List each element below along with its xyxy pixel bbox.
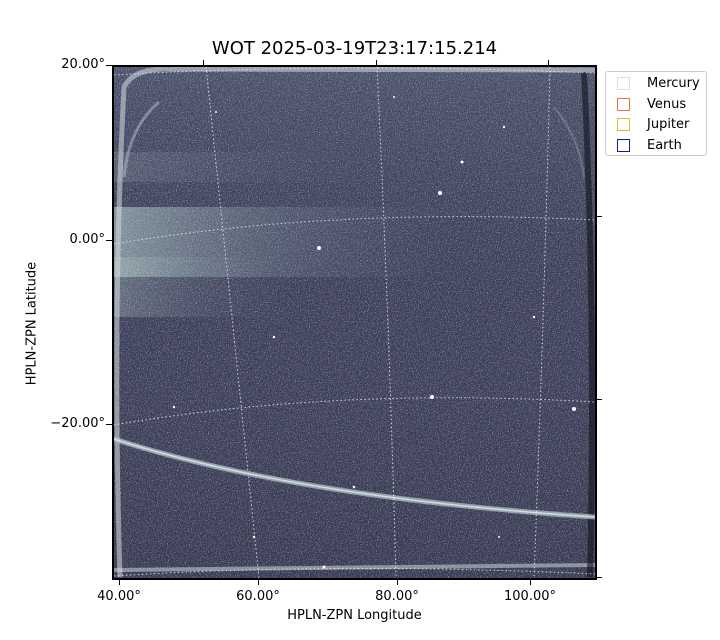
y-tick-mark	[106, 424, 112, 425]
x-tick-mark	[119, 580, 120, 585]
legend-item-venus: Venus	[617, 95, 686, 113]
legend-label-venus: Venus	[647, 96, 687, 112]
y-tick-mark	[106, 65, 112, 66]
legend-swatch-jupiter	[617, 117, 630, 131]
y-tick-mark-right	[597, 216, 602, 217]
y-axis-title: HPLN-ZPN Latitude	[24, 261, 40, 386]
x-tick-label-100: 100.00°	[504, 589, 556, 604]
legend-label-jupiter: Jupiter	[647, 116, 690, 132]
y-tick-mark-right	[597, 577, 602, 578]
x-tick-label-60: 60.00°	[236, 589, 280, 604]
x-tick-mark-top	[548, 60, 549, 65]
legend-item-jupiter: Jupiter	[617, 115, 689, 133]
legend-label-earth: Earth	[647, 137, 682, 153]
legend-swatch-earth	[617, 138, 630, 152]
legend-label-mercury: Mercury	[647, 75, 700, 91]
y-tick-mark	[106, 240, 112, 241]
solar-image-plot[interactable]	[112, 65, 597, 580]
x-tick-mark-top	[376, 60, 377, 65]
x-axis-title: HPLN-ZPN Longitude	[287, 608, 422, 623]
x-tick-mark	[530, 580, 531, 585]
x-tick-label-80: 80.00°	[375, 589, 419, 604]
y-tick-label-20: 20.00°	[61, 57, 105, 72]
plot-title: WOT 2025-03-19T23:17:15.214	[211, 38, 498, 59]
y-tick-label-0: 0.00°	[69, 232, 105, 247]
x-tick-label-40: 40.00°	[97, 589, 141, 604]
legend-item-earth: Earth	[617, 136, 682, 154]
x-tick-mark	[258, 580, 259, 585]
y-tick-label-minus20: −20.00°	[50, 416, 105, 431]
legend-swatch-mercury	[617, 76, 630, 90]
legend-item-mercury: Mercury	[617, 74, 700, 92]
legend: Mercury Venus Jupiter Earth	[605, 71, 707, 156]
solar-image	[114, 67, 595, 578]
legend-swatch-venus	[617, 97, 630, 111]
x-tick-mark-top	[203, 60, 204, 65]
x-tick-mark	[397, 580, 398, 585]
y-tick-mark-right	[597, 399, 602, 400]
